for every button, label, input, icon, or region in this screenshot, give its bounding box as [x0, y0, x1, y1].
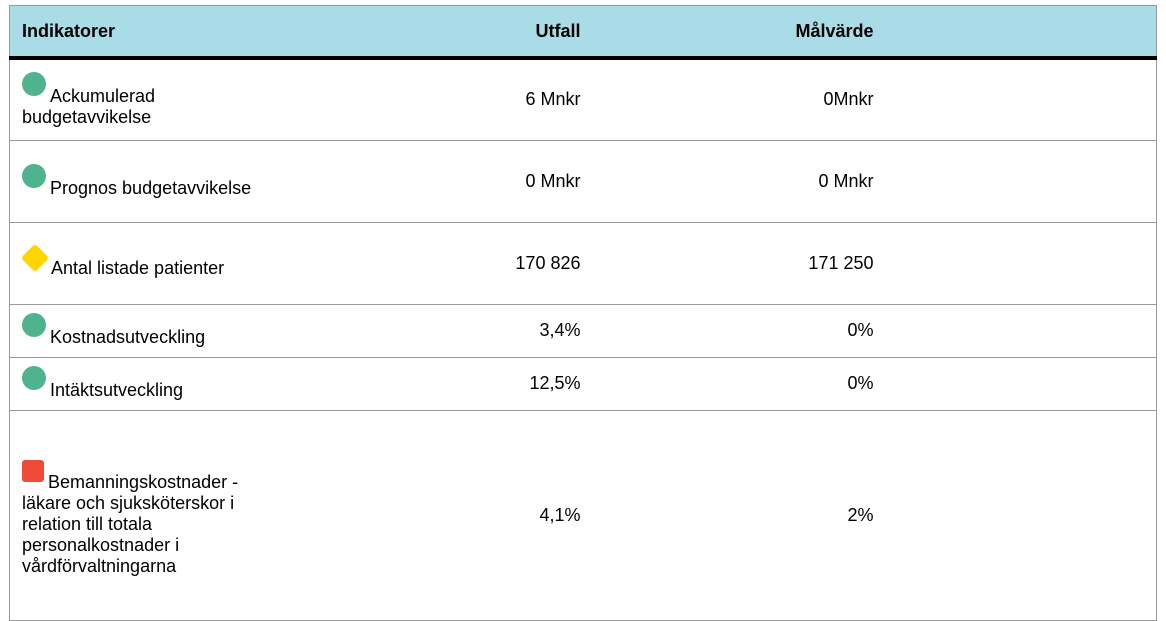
label-cell: Ackumulerad budgetavvikelse — [9, 58, 301, 141]
empty-cell — [883, 357, 1157, 411]
label: Kostnadsutveckling — [50, 327, 206, 347]
row: Ackumulerad budgetavvikelse 6 Mnkr 0Mnkr — [9, 58, 1157, 141]
status-red — [22, 459, 44, 482]
value-cell: 12,5% — [300, 357, 591, 411]
status-green — [22, 366, 46, 390]
value-cell: 0% — [590, 304, 884, 358]
value-cell: 0% — [590, 357, 884, 411]
value-cell: 4,1% — [300, 410, 591, 621]
value-cell: 170 826 — [300, 222, 591, 305]
status-green — [22, 71, 46, 96]
status-green — [22, 163, 46, 188]
header-cell: Utfall — [300, 5, 591, 60]
header-cell: Indikatorer — [9, 5, 301, 60]
value-cell: 0 Mnkr — [300, 140, 591, 223]
label-cell: Bemanningskostnader - läkare och sjukskö… — [9, 410, 301, 621]
row: Prognos budgetavvikelse 0 Mnkr 0 Mnkr — [9, 140, 1157, 223]
value-cell: 3,4% — [300, 304, 591, 358]
header-cell: Målvärde — [590, 5, 884, 60]
label: Bemanningskostnader - läkare och sjukskö… — [22, 471, 239, 576]
value-cell: 0Mnkr — [590, 58, 884, 141]
header-cell — [883, 5, 1157, 60]
value-cell: 0 Mnkr — [590, 140, 884, 223]
value-cell: 6 Mnkr — [300, 58, 591, 141]
label-cell: Antal listade patienter — [9, 222, 301, 305]
value-cell: 171 250 — [590, 222, 884, 305]
label: Intäktsutveckling — [50, 380, 184, 400]
status-yellow — [20, 243, 50, 272]
row: Antal listade patienter 170 826 171 250 — [9, 222, 1157, 305]
header-row: Indikatorer Utfall Målvärde — [9, 5, 1157, 60]
row: Intäktsutveckling 12,5% 0% — [9, 357, 1157, 411]
empty-cell — [883, 304, 1157, 358]
label: Ackumulerad budgetavvikelse — [22, 85, 156, 127]
label: Prognos budgetavvikelse — [50, 177, 252, 198]
row: Kostnadsutveckling 3,4% 0% — [9, 304, 1157, 358]
indicator-table: Indikatorer Utfall Målvärde Ackumulerad … — [9, 5, 1157, 621]
empty-cell — [883, 58, 1157, 141]
empty-cell — [883, 222, 1157, 305]
label-cell: Kostnadsutveckling — [9, 304, 301, 358]
empty-cell — [883, 140, 1157, 223]
label-cell: Intäktsutveckling — [9, 357, 301, 411]
row: Bemanningskostnader - läkare och sjukskö… — [9, 410, 1157, 621]
label: Antal listade patienter — [51, 257, 225, 278]
value-cell: 2% — [590, 410, 884, 621]
label-cell: Prognos budgetavvikelse — [9, 140, 301, 223]
empty-cell — [883, 410, 1157, 621]
status-green — [22, 313, 46, 337]
